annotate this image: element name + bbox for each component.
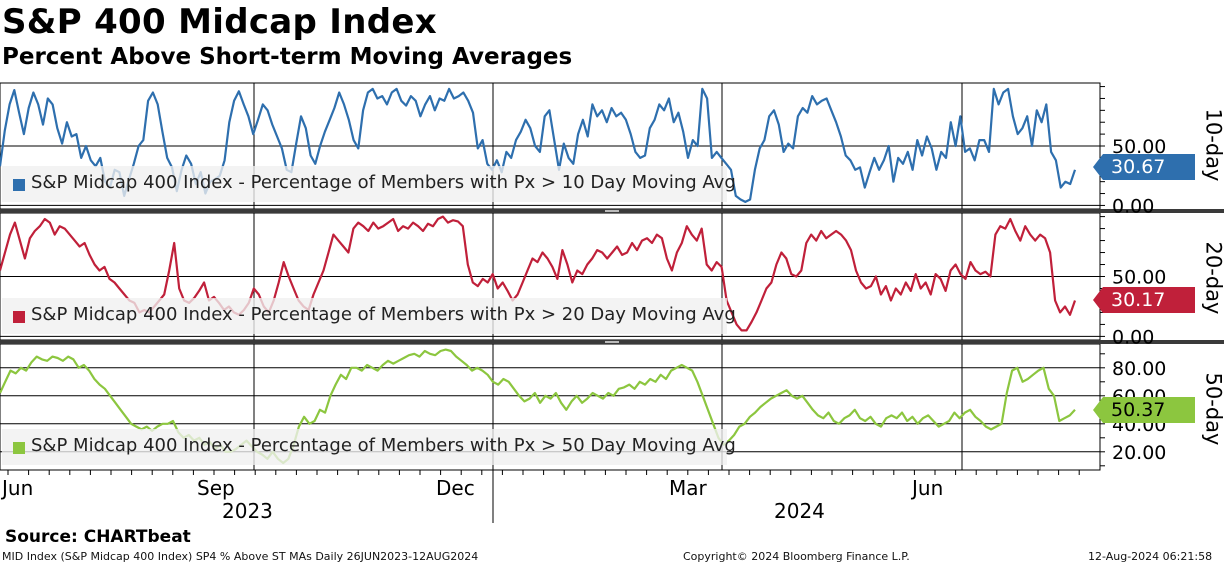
x-tick-dec: Dec — [436, 476, 475, 500]
panel-label-10-day: 10-day — [1201, 108, 1224, 182]
panel-label-20-day: 20-day — [1201, 241, 1224, 315]
legend-swatch-10-day — [13, 179, 25, 191]
legend-swatch-50-day — [13, 442, 25, 454]
y-tick-label: 50.00 — [1112, 136, 1166, 158]
y-tick-label: 80.00 — [1112, 358, 1166, 380]
legend-20-day: S&P Midcap 400 Index - Percentage of Mem… — [2, 298, 736, 334]
last-value-badge-20-day: 30.17 — [1093, 287, 1195, 313]
panel-separator-grip — [605, 341, 619, 343]
legend-swatch-20-day — [13, 311, 25, 323]
y-tick-label: 50.00 — [1112, 267, 1166, 289]
legend-10-day: S&P Midcap 400 Index - Percentage of Mem… — [2, 166, 736, 202]
legend-label-50-day: S&P Midcap 400 Index - Percentage of Mem… — [31, 435, 736, 456]
x-year-2024: 2024 — [774, 499, 825, 523]
chart-subtitle: Percent Above Short-term Moving Averages — [2, 44, 573, 70]
last-value-badge-10-day: 30.67 — [1093, 154, 1195, 180]
x-tick-mar: Mar — [669, 476, 707, 500]
x-year-2023: 2023 — [222, 499, 273, 523]
footer-timestamp: 12-Aug-2024 06:21:58 — [1088, 550, 1213, 563]
x-tick-jun-2024: Jun — [912, 476, 944, 500]
chart-grid — [0, 82, 1224, 471]
legend-50-day: S&P Midcap 400 Index - Percentage of Mem… — [2, 429, 736, 465]
footer-copyright: Copyright© 2024 Bloomberg Finance L.P. — [683, 550, 910, 563]
panel-label-50-day: 50-day — [1201, 372, 1224, 446]
y-tick-label: 0.00 — [1112, 326, 1154, 348]
chart-series — [0, 87, 1077, 465]
y-tick-label: 20.00 — [1112, 442, 1166, 464]
x-tick-sep: Sep — [197, 476, 235, 500]
x-tick-jun-2023: Jun — [2, 476, 34, 500]
series-line-20-day — [0, 215, 1077, 332]
panel-separator-grip — [605, 210, 619, 212]
last-value-badge-50-day: 50.37 — [1093, 397, 1195, 423]
legend-label-20-day: S&P Midcap 400 Index - Percentage of Mem… — [31, 304, 736, 325]
footer-description: MID Index (S&P Midcap 400 Index) SP4 % A… — [2, 550, 479, 563]
chart-title: S&P 400 Midcap Index — [2, 2, 437, 42]
legend-label-10-day: S&P Midcap 400 Index - Percentage of Mem… — [31, 172, 736, 193]
source-note: Source: CHARTbeat — [5, 527, 191, 547]
y-tick-label: 0.00 — [1112, 195, 1154, 217]
